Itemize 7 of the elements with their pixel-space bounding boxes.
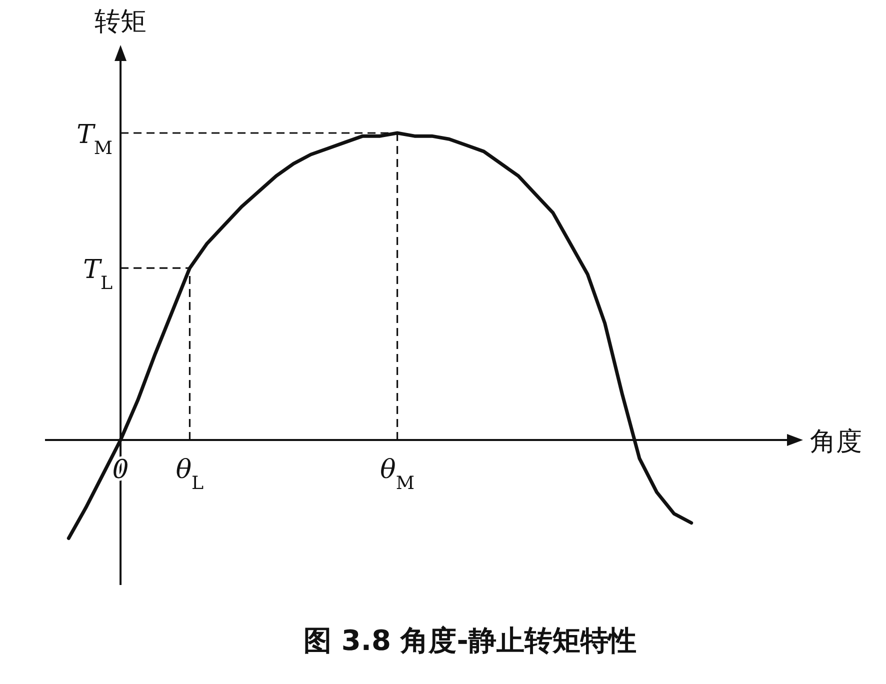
ref-line-label: T$_{L}$ [83,255,113,294]
x-tick-label: θ$_{M}$ [380,455,414,494]
x-tick-label: θ$_{L}$ [176,455,204,494]
y-axis-title: 转矩 [94,7,147,37]
text: 图 3.8 角度-静止转矩特性 [304,624,636,657]
ref-line-label: T$_{M}$ [76,120,113,158]
x-axis-title: 角度 [810,427,862,457]
